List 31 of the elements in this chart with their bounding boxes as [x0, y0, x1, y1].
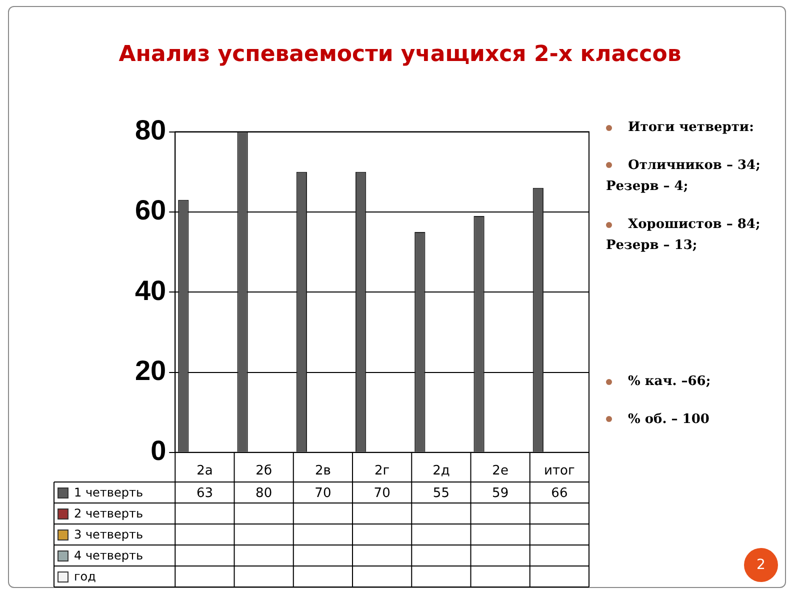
legend-label: 1 четверть	[74, 486, 144, 500]
text: 2	[744, 548, 778, 582]
x-tick-label: 2а	[196, 464, 213, 479]
x-tick-label: итог	[544, 464, 576, 479]
text: % об. – 100	[628, 412, 710, 428]
data-label: 80	[256, 486, 272, 501]
chart-title: Анализ успеваемости учащихся 2-х классов	[118, 42, 682, 67]
legend-label: 3 четверть	[74, 528, 144, 542]
text: Отличников – 34; Резерв – 4;	[606, 158, 762, 195]
data-label: 55	[432, 486, 450, 501]
y-tick-label: 60	[134, 194, 166, 226]
y-tick-label: 80	[134, 114, 166, 146]
text: Хорошистов – 84; Резерв – 13;	[606, 216, 762, 254]
data-label: 70	[314, 486, 332, 501]
y-tick-label: 20	[134, 354, 166, 386]
legend-label: 4 четверть	[74, 548, 144, 563]
data-label: 59	[492, 486, 509, 501]
y-tick-label: 40	[134, 274, 166, 306]
x-tick-label: 2д	[432, 464, 450, 479]
x-tick-label: 2е	[492, 464, 508, 479]
y-tick-label: 0	[150, 435, 166, 466]
x-tick-label: 2б	[256, 464, 272, 479]
legend-label: 2 четверть	[74, 506, 144, 521]
data-label: 63	[196, 486, 213, 501]
data-label: 70	[374, 486, 390, 501]
x-tick-label: 2г	[374, 464, 390, 479]
x-tick-label: 2в	[314, 464, 331, 479]
data-label: 66	[551, 486, 568, 501]
text: Итоги четверти:	[628, 120, 754, 136]
text: % кач. –66;	[628, 374, 711, 390]
legend-label: год	[74, 570, 96, 584]
